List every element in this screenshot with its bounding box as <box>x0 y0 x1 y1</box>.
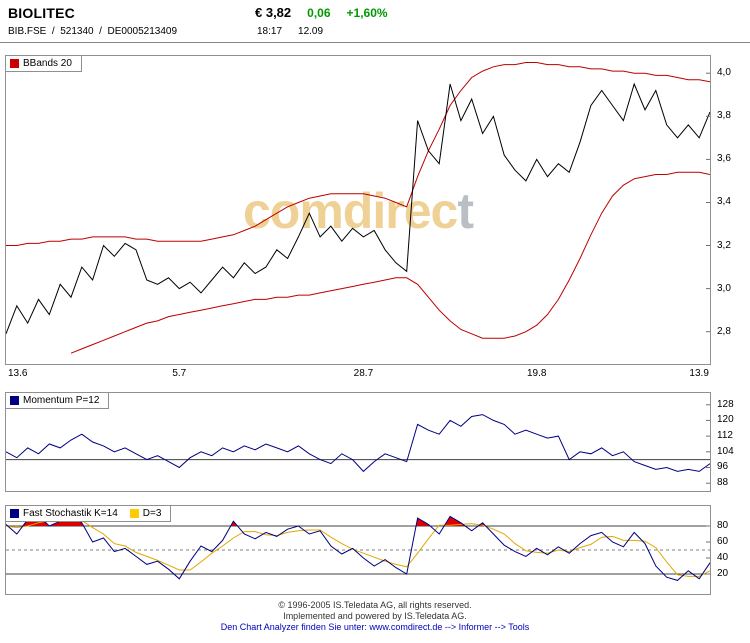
y-axis-label: 112 <box>717 430 733 442</box>
chart-analyzer-info-line: Den Chart Analyzer finden Sie unter: www… <box>220 622 530 632</box>
y-axis-label: 3,0 <box>717 282 731 294</box>
price-y-axis: 4,0 3,8 3,6 3,4 3,2 3,0 2,8 <box>717 55 749 365</box>
bbands-label: BBands 20 <box>23 58 72 69</box>
y-axis-label: 2,8 <box>717 325 731 337</box>
bollinger-price-chart <box>6 62 710 354</box>
bb-upper-line <box>6 62 710 246</box>
overbought-fill <box>6 515 710 526</box>
x-axis-label: 28.7 <box>353 368 374 379</box>
last-price: € 3,82 <box>255 5 292 20</box>
legend-stochastic: Fast Stochastik K=14 D=3 <box>5 505 172 522</box>
quote-time: 18:17 <box>257 26 283 37</box>
price-chart-panel: comdirect BBands 20 <box>5 55 711 365</box>
x-axis-label: 13.6 <box>8 368 28 379</box>
momentum-y-axis: 128 120 112 104 96 88 <box>717 392 749 492</box>
y-axis-label: 3,8 <box>717 110 731 122</box>
y-axis-label: 3,4 <box>717 196 731 208</box>
stochastic-k-line <box>6 515 710 581</box>
legend-bbands: BBands 20 <box>5 55 82 72</box>
quote-timestamp: 18:17 12.09 <box>257 26 323 37</box>
stochastic-d-label: D=3 <box>142 508 162 519</box>
instrument-identifiers: BIB.FSE / 521340 / DE0005213409 <box>8 26 178 37</box>
y-axis-label: 40 <box>717 552 729 563</box>
x-axis-label: 5.7 <box>172 368 187 379</box>
change-absolute: 0,06 <box>307 6 331 20</box>
price-line <box>6 82 710 334</box>
y-axis-label: 96 <box>717 461 729 473</box>
change-percent: +1,60% <box>346 6 388 20</box>
powered-by-line: Implemented and powered by IS.Teledata A… <box>283 611 467 621</box>
bb-lower-line <box>70 171 710 354</box>
stochastic-y-axis: 80 60 40 20 <box>717 505 749 595</box>
stochastic-k-color-swatch <box>10 509 19 518</box>
stochastic-d-color-swatch <box>129 509 139 518</box>
y-axis-label: 3,2 <box>717 239 731 251</box>
y-axis-label: 104 <box>717 445 734 457</box>
y-axis-label: 80 <box>717 520 729 531</box>
x-axis-label: 19.8 <box>526 368 547 379</box>
momentum-label: Momentum P=12 <box>23 395 100 406</box>
date-x-axis: 13.6 5.7 28.7 19.8 13.9 <box>6 368 712 380</box>
header-divider <box>0 42 750 43</box>
y-axis-label: 3,6 <box>717 153 731 165</box>
stochastic-chart <box>6 515 710 581</box>
quote-block: € 3,82 0,06 +1,60% <box>255 5 388 20</box>
y-axis-label: 120 <box>717 414 734 426</box>
copyright-line: © 1996-2005 IS.Teledata AG, all rights r… <box>278 600 472 610</box>
quote-date: 12.09 <box>298 26 324 37</box>
y-axis-label: 20 <box>717 568 729 579</box>
momentum-panel: Momentum P=12 <box>5 392 711 492</box>
momentum-color-swatch <box>10 396 19 405</box>
y-axis-label: 88 <box>717 477 729 489</box>
stochastic-panel: Fast Stochastik K=14 D=3 <box>5 505 711 595</box>
legend-momentum: Momentum P=12 <box>5 392 110 409</box>
footer: © 1996-2005 IS.Teledata AG, all rights r… <box>0 600 750 633</box>
y-axis-label: 4,0 <box>717 67 731 79</box>
bbands-color-swatch <box>10 59 19 68</box>
momentum-line <box>6 414 710 473</box>
y-axis-label: 128 <box>717 398 734 410</box>
stochastic-d-line <box>6 519 710 577</box>
y-axis-label: 60 <box>717 536 729 547</box>
comdirect-watermark: comdirect <box>243 183 474 239</box>
momentum-chart <box>6 404 710 484</box>
instrument-name: BIOLITEC <box>8 5 75 21</box>
stochastic-k-label: Fast Stochastik K=14 <box>23 508 118 519</box>
x-axis-label: 13.9 <box>689 368 709 379</box>
